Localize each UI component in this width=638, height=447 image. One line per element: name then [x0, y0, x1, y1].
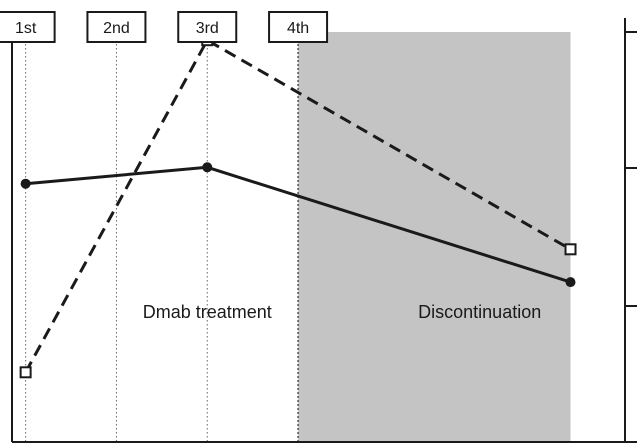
discontinuation-region	[298, 32, 571, 442]
injection-label: 3rd	[196, 20, 219, 37]
annotation-label: Discontinuation	[418, 302, 541, 322]
filled-circle-marker	[202, 162, 213, 173]
annotation-label: Dmab treatment	[143, 302, 272, 322]
open-square-marker	[19, 366, 32, 379]
injection-label-box	[86, 11, 147, 43]
injection-label-box	[177, 11, 238, 43]
filled-circle-marker	[20, 178, 31, 189]
injection-label-box	[0, 11, 56, 43]
chart-labels: 1st 2nd 3rd 4th Dmab treatment Discontinuatio…	[0, 11, 541, 322]
open-square-marker	[564, 243, 577, 256]
injection-label-box	[268, 11, 329, 43]
axes	[11, 18, 637, 443]
background-layer	[297, 32, 571, 442]
dashed-series-line	[24, 38, 572, 374]
injection-guides	[25, 44, 299, 442]
filled-circle-marker	[565, 277, 576, 288]
injection-label: 2nd	[103, 20, 130, 37]
injection-label: 1st	[15, 20, 37, 37]
injection-label: 4th	[287, 20, 309, 37]
